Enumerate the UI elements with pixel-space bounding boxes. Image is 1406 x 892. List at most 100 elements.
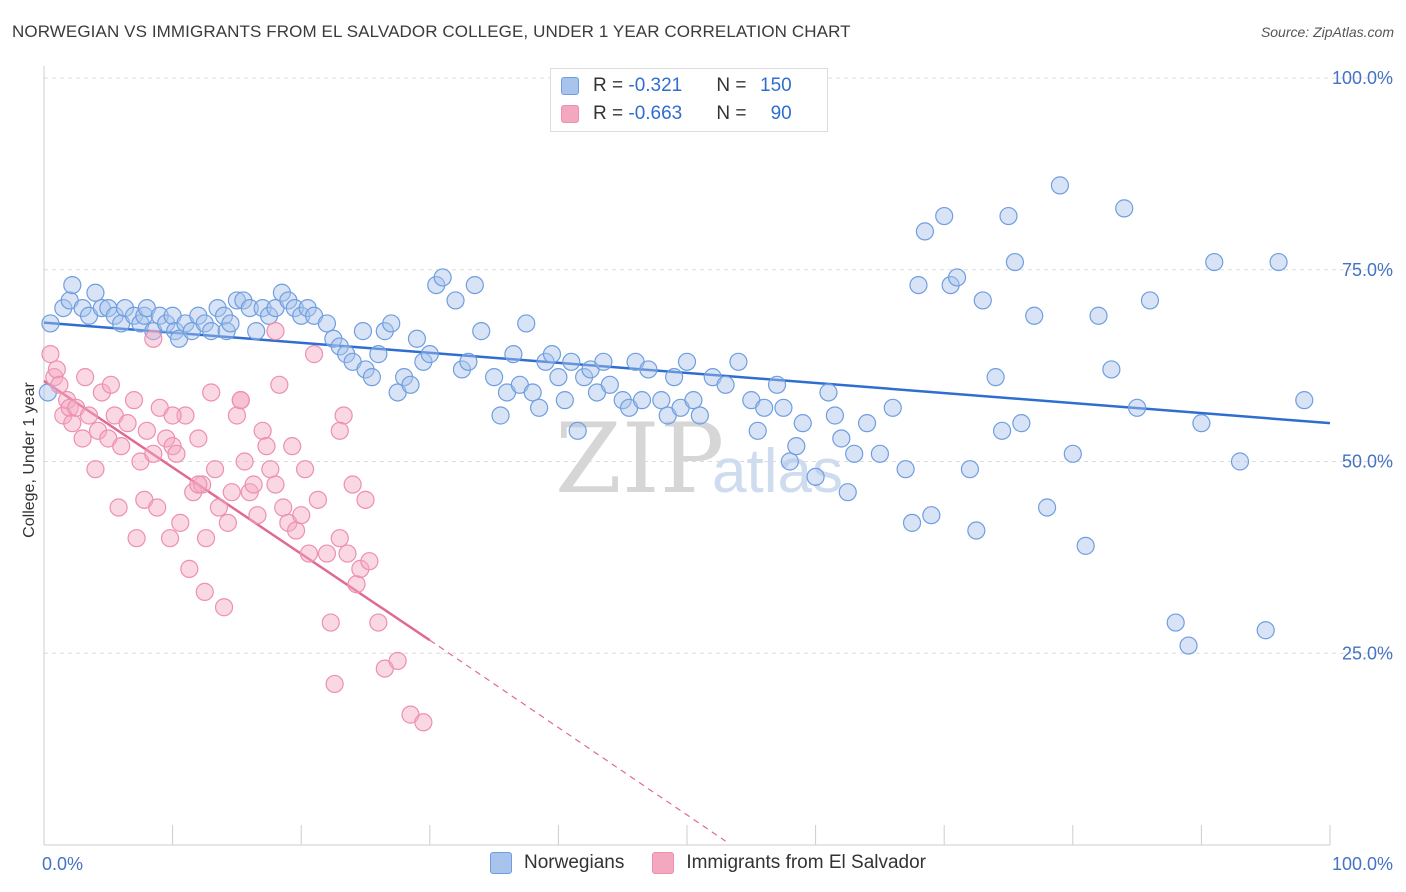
legend-n-label: N = (716, 103, 752, 124)
el-salvador-point (334, 406, 353, 425)
el-salvador-point (356, 490, 375, 509)
el-salvador-point (137, 421, 156, 440)
norwegian-point (639, 360, 658, 379)
el-salvador-point (295, 460, 315, 479)
el-salvador-point (176, 406, 195, 425)
el-salvador-point (124, 391, 144, 410)
norwegian-point (922, 506, 941, 525)
legend-swatch-norwegians (561, 77, 579, 95)
el-salvador-point (47, 360, 66, 379)
norwegian-point (677, 352, 697, 371)
norwegian-point (600, 375, 619, 394)
y-tick-label: 25.0% (1342, 643, 1393, 663)
norwegian-point (967, 521, 986, 540)
el-salvador-point (76, 368, 95, 387)
norwegian-point (1076, 536, 1095, 555)
norwegian-point (542, 345, 562, 364)
norwegian-point (793, 414, 812, 433)
el-salvador-point (414, 713, 433, 732)
el-salvador-point (50, 375, 69, 394)
norwegian-point (825, 406, 844, 425)
el-salvador-point (118, 414, 137, 433)
el-salvador-point (88, 421, 108, 440)
el-salvador-point (101, 375, 120, 394)
watermark-zip: ZIP (555, 403, 724, 515)
legend-n-value: 90 (770, 103, 792, 124)
norwegian-point (369, 345, 388, 364)
norwegian-point (517, 314, 536, 333)
el-salvador-point (214, 598, 234, 617)
legend-item-el-salvador[interactable]: Immigrants from El Salvador (652, 852, 926, 874)
el-salvador-point (274, 498, 293, 517)
norwegian-point (729, 352, 748, 371)
norwegian-point (716, 375, 735, 394)
el-salvador-point (231, 391, 250, 410)
el-salvador-point (244, 475, 263, 494)
norwegian-point (523, 383, 542, 402)
el-salvador-point (171, 513, 190, 532)
el-salvador-point (79, 406, 99, 425)
norwegian-point (362, 368, 382, 387)
data-points (38, 176, 1314, 732)
norwegian-point (1115, 199, 1134, 218)
legend-swatch-el-salvador (652, 852, 675, 874)
legend-row-el-salvador: R = -0.663 N = 90 (561, 101, 792, 127)
norwegian-point (999, 206, 1018, 226)
norwegian-point (1063, 444, 1082, 463)
norwegian-point (1140, 291, 1160, 310)
norwegian-point (652, 391, 671, 410)
el-salvador-point (73, 429, 92, 448)
legend-item-norwegians[interactable]: Norwegians (490, 852, 624, 874)
norwegian-point (1269, 252, 1288, 272)
el-salvador-point (189, 429, 208, 448)
norwegian-point (353, 322, 373, 341)
el-salvador-point (144, 444, 163, 463)
legend-n-label: N = (716, 75, 752, 96)
el-salvador-point (283, 437, 302, 456)
series-legend: Norwegians Immigrants from El Salvador (490, 852, 954, 874)
el-salvador-point (308, 490, 328, 509)
norwegian-point (870, 444, 890, 463)
norwegian-point (973, 291, 992, 310)
el-salvador-point (195, 582, 214, 601)
el-salvador-point (218, 513, 237, 532)
norwegian-point (240, 299, 259, 318)
norwegian-point (555, 391, 574, 410)
norwegian-point (317, 314, 337, 333)
el-salvador-point (266, 475, 285, 494)
legend-row-norwegians: R = -0.321 N = 150 (561, 73, 792, 99)
norwegian-point (748, 421, 767, 440)
el-salvador-point (193, 475, 212, 494)
el-salvador-point (86, 460, 105, 479)
norwegian-point (86, 283, 105, 302)
norwegian-point (857, 414, 877, 433)
norwegian-point (568, 421, 587, 440)
el-salvador-point (321, 613, 340, 632)
norwegian-point (420, 345, 439, 364)
norwegian-point (1012, 414, 1031, 433)
legend-label-el-salvador: Immigrants from El Salvador (686, 852, 927, 873)
el-salvador-point (388, 651, 407, 671)
y-axis-label: College, Under 1 year (21, 382, 38, 538)
el-salvador-point (60, 398, 79, 417)
el-salvador-point (330, 529, 349, 548)
el-salvador-point (360, 552, 379, 571)
norwegian-point (896, 460, 915, 479)
norwegian-point (832, 429, 851, 448)
norwegian-point (530, 398, 549, 417)
norwegian-point (491, 406, 510, 425)
el-salvador-point (148, 498, 167, 517)
norwegian-point (1166, 613, 1185, 632)
norwegian-point (767, 375, 787, 394)
norwegian-point (755, 398, 774, 417)
el-salvador-point (270, 375, 289, 394)
norwegian-point (665, 368, 684, 387)
norwegian-point (1192, 414, 1211, 433)
norwegian-point (902, 513, 922, 532)
legend-r-value: -0.321 (628, 75, 683, 96)
legend-r-value: -0.663 (628, 103, 683, 124)
el-salvador-point (167, 444, 186, 463)
norwegian-point (1050, 176, 1070, 195)
tick-labels: 25.0% 50.0% 75.0% 100.0% 0.0% 100.0% (42, 68, 1393, 874)
norwegian-point (780, 452, 799, 471)
